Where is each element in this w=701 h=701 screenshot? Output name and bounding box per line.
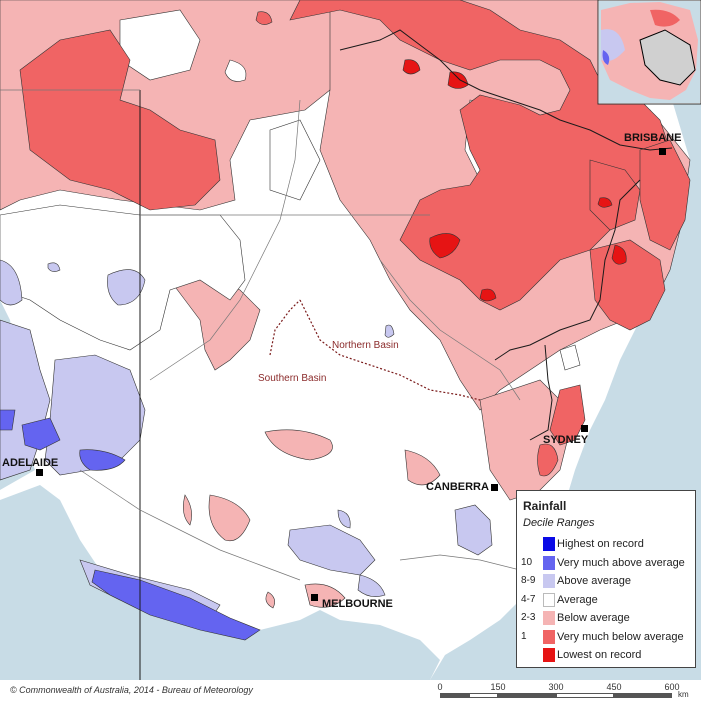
legend-label: Highest on record (557, 538, 644, 550)
canberra-label: CANBERRA (426, 481, 489, 493)
canberra-marker (491, 484, 498, 491)
scale-segment (469, 693, 498, 698)
legend-code: 10 (521, 557, 533, 568)
scale-segment (440, 693, 469, 698)
adelaide-label: ADELAIDE (2, 457, 58, 469)
legend-title: Rainfall (523, 499, 567, 513)
scale-segment (614, 693, 672, 698)
legend-code: 2-3 (521, 612, 536, 623)
catchment-borders (0, 89, 561, 581)
legend-code: 4-7 (521, 594, 536, 605)
legend-row-above: 8-9 Above average (517, 572, 697, 590)
brisbane-label: BRISBANE (624, 132, 681, 144)
legend-label: Very much above average (557, 557, 685, 569)
scale-tick: 150 (490, 682, 506, 692)
adelaide-marker (36, 469, 43, 476)
legend-label: Below average (557, 612, 630, 624)
scale-unit: km (678, 690, 689, 699)
legend-swatch-above (543, 574, 555, 588)
inset-map (597, 0, 701, 105)
legend-swatch-lowest (543, 648, 555, 662)
very-much-above-average-areas (0, 409, 261, 641)
legend-row-average: 4-7 Average (517, 591, 697, 609)
copyright-text: © Commonwealth of Australia, 2014 - Bure… (10, 685, 253, 695)
legend-row-highest: Highest on record (517, 535, 697, 553)
legend-label: Above average (557, 575, 631, 587)
scale-tick: 300 (548, 682, 564, 692)
brisbane-marker (659, 148, 666, 155)
scale-segment (498, 693, 556, 698)
legend-swatch-very-much-above (543, 556, 555, 570)
state-borders (139, 29, 673, 680)
legend-subtitle: Decile Ranges (523, 517, 595, 529)
legend-swatch-average (543, 593, 555, 607)
legend-label: Average (557, 594, 598, 606)
legend-swatch-highest (543, 537, 555, 551)
inset-region-highlight (639, 29, 696, 86)
scale-tick: 600 (664, 682, 680, 692)
scale-tick: 0 (437, 682, 443, 692)
legend-swatch-very-much-below (543, 630, 555, 644)
melbourne-marker (311, 594, 318, 601)
legend-row-below: 2-3 Below average (517, 609, 697, 627)
legend-label: Lowest on record (557, 649, 642, 661)
legend-row-lowest: Lowest on record (517, 646, 697, 664)
southern-basin-label: Southern Basin (258, 373, 326, 384)
lowest-on-record-areas (402, 59, 627, 302)
scale-segment (556, 693, 614, 698)
legend-code: 8-9 (521, 575, 536, 586)
melbourne-label: MELBOURNE (322, 598, 393, 610)
very-much-below-average-areas (19, 0, 696, 477)
city-markers: BRISBANE SYDNEY CANBERRA ADELAIDE MELBOU… (2, 132, 681, 610)
sea-south (0, 485, 440, 680)
legend-code: 1 (521, 631, 527, 642)
scale-bar: 0 150 300 450 600 (437, 682, 680, 700)
basin-divider (269, 299, 481, 401)
legend-row-very-much-above: 10 Very much above average (517, 554, 697, 572)
sydney-marker (581, 425, 588, 432)
sydney-label: SYDNEY (543, 434, 589, 446)
scale-tick: 450 (606, 682, 622, 692)
legend-swatch-below (543, 611, 555, 625)
legend-label: Very much below average (557, 631, 684, 643)
legend-panel: Rainfall Decile Ranges Highest on record… (516, 490, 696, 668)
northern-basin-label: Northern Basin (332, 340, 399, 351)
legend-row-very-much-below: 1 Very much below average (517, 628, 697, 646)
